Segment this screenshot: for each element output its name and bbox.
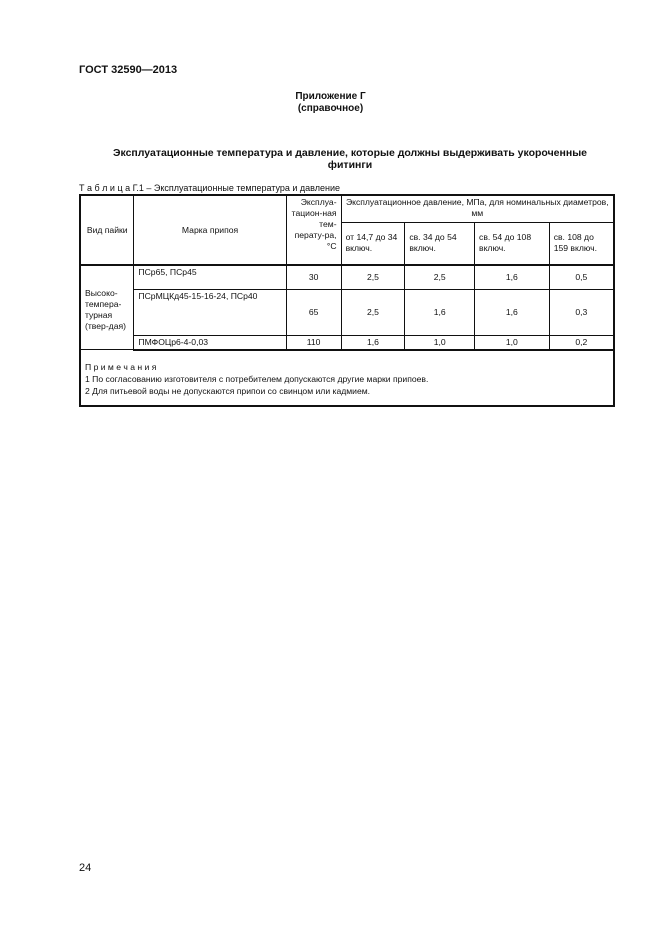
header-d4: св. 108 до 159 включ.	[548, 221, 615, 266]
cell-d3: 1,0	[474, 334, 550, 351]
cell-d1: 2,5	[340, 288, 406, 336]
cell-d4: 0,3	[548, 288, 615, 336]
table-row: ПМФОЦр6-4-0,03 110 1,6 1,0 1,0 0,2	[80, 334, 615, 351]
header-temp: Эксплуа-тацион-ная тем-перату-ра, °С	[285, 194, 342, 266]
header-type: Вид пайки	[79, 194, 135, 266]
cell-d2: 1,6	[404, 288, 476, 336]
annex-subtitle: (справочное)	[297, 103, 364, 114]
cell-d1: 2,5	[340, 264, 406, 290]
cell-d2: 2,5	[404, 264, 476, 290]
note-item: 1 По согласованию изготовителя с потреби…	[85, 373, 429, 384]
cell-d3: 1,6	[474, 288, 550, 336]
note-item: 2 Для питьевой воды не допускаются припо…	[85, 385, 371, 396]
cell-type: Высоко-темпера-турная (твер-дая)	[79, 264, 135, 350]
pressure-table: Вид пайки Марка припоя Эксплуа-тацион-на…	[79, 194, 615, 407]
header-d3: св. 54 до 108 включ.	[474, 221, 550, 266]
cell-d4: 0,2	[548, 334, 615, 351]
cell-d2: 1,0	[404, 334, 476, 351]
cell-brand: ПСрМЦКд45-15-16-24, ПСр40	[133, 288, 287, 336]
annex-heading: Приложение Г (справочное)	[0, 91, 661, 115]
cell-d1: 1,6	[340, 334, 406, 351]
header-pressure-group: Эксплуатационное давление, МПа, для номи…	[340, 194, 615, 223]
cell-temp: 110	[285, 334, 342, 351]
header-d2: св. 34 до 54 включ.	[404, 221, 476, 266]
cell-brand: ПМФОЦр6-4-0,03	[133, 334, 287, 351]
table-notes: П р и м е ч а н и я 1 По согласованию из…	[79, 349, 615, 406]
notes-heading: П р и м е ч а н и я	[85, 361, 157, 372]
header-brand: Марка припоя	[133, 194, 287, 266]
cell-temp: 30	[285, 264, 342, 290]
cell-d4: 0,5	[548, 264, 615, 290]
cell-d3: 1,6	[474, 264, 550, 290]
cell-temp: 65	[285, 288, 342, 336]
table-row: ПСрМЦКд45-15-16-24, ПСр40 65 2,5 1,6 1,6…	[80, 288, 615, 336]
header-d1: от 14,7 до 34 включ.	[340, 221, 406, 266]
page-number: 24	[79, 862, 92, 874]
annex-title: Приложение Г	[295, 91, 366, 102]
table-row: Высоко-темпера-турная (твер-дая) ПСр65, …	[79, 264, 615, 350]
document-code: ГОСТ 32590—2013	[79, 64, 178, 76]
table-caption: Т а б л и ц а Г.1 – Эксплуатационные тем…	[79, 183, 341, 193]
cell-brand: ПСр65, ПСр45	[133, 264, 287, 290]
section-title: Эксплуатационные температура и давление,…	[112, 147, 588, 171]
